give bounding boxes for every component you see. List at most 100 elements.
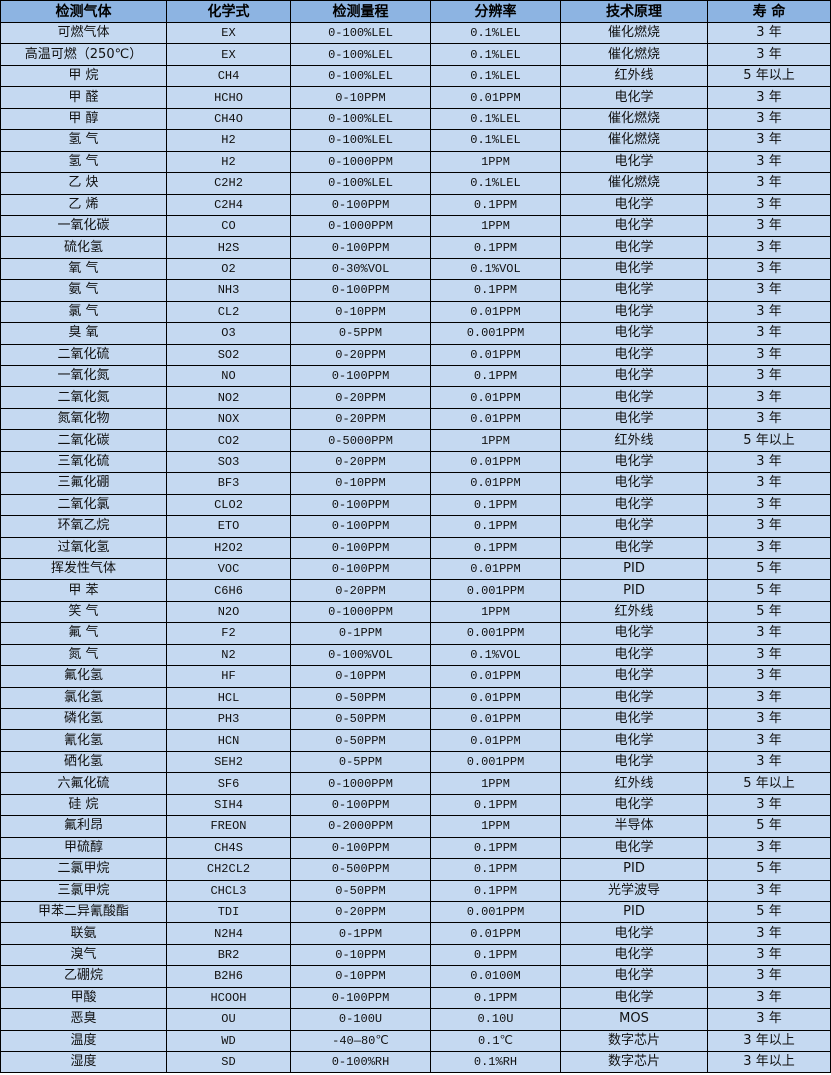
cell-formula: O3 bbox=[166, 322, 291, 345]
cell-lifespan: 3 年 bbox=[707, 622, 831, 645]
table-row: 温度 WD -40—80℃ 0.1℃ 数字芯片 3 年以上 bbox=[0, 1029, 831, 1053]
column-header-lifespan: 寿 命 bbox=[707, 0, 831, 23]
cell-resolution: 0.01PPM bbox=[430, 472, 561, 495]
cell-formula: CLO2 bbox=[166, 493, 291, 517]
cell-range: 0-20PPM bbox=[290, 579, 431, 602]
cell-principle: 电化学 bbox=[560, 750, 708, 774]
cell-range: 0-2000PPM bbox=[290, 815, 431, 838]
cell-resolution: 0.1PPM bbox=[430, 279, 561, 302]
cell-gas-name: 硒化氢 bbox=[0, 750, 167, 774]
cell-formula: SO2 bbox=[166, 343, 291, 367]
cell-principle: 光学波导 bbox=[560, 879, 708, 902]
cell-resolution: 0.1PPM bbox=[430, 986, 561, 1010]
table-row: 氟利昂 FREON 0-2000PPM 1PPM 半导体 5 年 bbox=[0, 815, 831, 838]
cell-range: 0-100%LEL bbox=[290, 43, 431, 66]
cell-range: -40—80℃ bbox=[290, 1029, 431, 1053]
cell-formula: PH3 bbox=[166, 707, 291, 731]
cell-resolution: 1PPM bbox=[430, 429, 561, 452]
cell-range: 0-10PPM bbox=[290, 300, 431, 324]
cell-formula: NOX bbox=[166, 407, 291, 431]
cell-gas-name: 硅 烷 bbox=[0, 793, 167, 817]
cell-gas-name: 甲硫醇 bbox=[0, 836, 167, 860]
cell-lifespan: 3 年以上 bbox=[707, 1029, 831, 1053]
cell-gas-name: 氨 气 bbox=[0, 279, 167, 302]
cell-gas-name: 二氧化硫 bbox=[0, 343, 167, 367]
cell-lifespan: 3 年 bbox=[707, 943, 831, 967]
cell-resolution: 0.01PPM bbox=[430, 450, 561, 474]
cell-resolution: 1PPM bbox=[430, 772, 561, 795]
cell-lifespan: 3 年 bbox=[707, 450, 831, 474]
cell-principle: PID bbox=[560, 557, 708, 581]
cell-principle: 电化学 bbox=[560, 257, 708, 281]
cell-formula: SO3 bbox=[166, 450, 291, 474]
table-row: 乙 炔 C2H2 0-100%LEL 0.1%LEL 催化燃烧 3 年 bbox=[0, 172, 831, 195]
cell-resolution: 0.1PPM bbox=[430, 858, 561, 881]
cell-lifespan: 5 年 bbox=[707, 900, 831, 924]
cell-formula: WD bbox=[166, 1029, 291, 1053]
cell-lifespan: 3 年 bbox=[707, 986, 831, 1010]
cell-resolution: 0.01PPM bbox=[430, 557, 561, 581]
table-row: 氮氧化物 NOX 0-20PPM 0.01PPM 电化学 3 年 bbox=[0, 407, 831, 431]
cell-gas-name: 恶臭 bbox=[0, 1008, 167, 1031]
cell-range: 0-10PPM bbox=[290, 86, 431, 109]
cell-lifespan: 3 年 bbox=[707, 707, 831, 731]
table-row: 二氧化氮 NO2 0-20PPM 0.01PPM 电化学 3 年 bbox=[0, 386, 831, 409]
cell-lifespan: 3 年 bbox=[707, 879, 831, 902]
cell-formula: NO2 bbox=[166, 386, 291, 409]
cell-formula: VOC bbox=[166, 557, 291, 581]
cell-formula: C6H6 bbox=[166, 579, 291, 602]
cell-gas-name: 乙硼烷 bbox=[0, 965, 167, 988]
cell-range: 0-20PPM bbox=[290, 343, 431, 367]
cell-lifespan: 5 年以上 bbox=[707, 64, 831, 88]
table-row: 二氧化硫 SO2 0-20PPM 0.01PPM 电化学 3 年 bbox=[0, 343, 831, 367]
cell-resolution: 0.01PPM bbox=[430, 86, 561, 109]
table-row: 臭 氧 O3 0-5PPM 0.001PPM 电化学 3 年 bbox=[0, 322, 831, 345]
cell-principle: 电化学 bbox=[560, 86, 708, 109]
cell-principle: PID bbox=[560, 858, 708, 881]
cell-range: 0-50PPM bbox=[290, 707, 431, 731]
table-row: 氨 气 NH3 0-100PPM 0.1PPM 电化学 3 年 bbox=[0, 279, 831, 302]
cell-principle: PID bbox=[560, 579, 708, 602]
cell-principle: 电化学 bbox=[560, 343, 708, 367]
table-row: 二氯甲烷 CH2CL2 0-500PPM 0.1PPM PID 5 年 bbox=[0, 858, 831, 881]
cell-range: 0-100%LEL bbox=[290, 172, 431, 195]
cell-formula: HCL bbox=[166, 686, 291, 710]
cell-lifespan: 5 年以上 bbox=[707, 429, 831, 452]
cell-lifespan: 3 年 bbox=[707, 129, 831, 152]
cell-gas-name: 甲 烷 bbox=[0, 64, 167, 88]
table-row: 氧 气 O2 0-30%VOL 0.1%VOL 电化学 3 年 bbox=[0, 257, 831, 281]
cell-range: 0-100PPM bbox=[290, 236, 431, 259]
cell-lifespan: 3 年 bbox=[707, 686, 831, 710]
cell-principle: 红外线 bbox=[560, 64, 708, 88]
cell-gas-name: 氯 气 bbox=[0, 300, 167, 324]
cell-principle: 红外线 bbox=[560, 600, 708, 624]
table-row: 三氧化硫 SO3 0-20PPM 0.01PPM 电化学 3 年 bbox=[0, 450, 831, 474]
cell-principle: 电化学 bbox=[560, 729, 708, 752]
cell-resolution: 0.1PPM bbox=[430, 364, 561, 388]
cell-gas-name: 二氧化氯 bbox=[0, 493, 167, 517]
cell-principle: 电化学 bbox=[560, 322, 708, 345]
cell-formula: CH2CL2 bbox=[166, 858, 291, 881]
cell-lifespan: 3 年 bbox=[707, 493, 831, 517]
cell-gas-name: 三氧化硫 bbox=[0, 450, 167, 474]
cell-range: 0-100%LEL bbox=[290, 129, 431, 152]
cell-lifespan: 3 年 bbox=[707, 300, 831, 324]
cell-principle: 电化学 bbox=[560, 386, 708, 409]
cell-principle: 电化学 bbox=[560, 472, 708, 495]
cell-lifespan: 3 年 bbox=[707, 193, 831, 216]
cell-resolution: 0.1%VOL bbox=[430, 643, 561, 667]
cell-resolution: 1PPM bbox=[430, 150, 561, 174]
cell-range: 0-20PPM bbox=[290, 900, 431, 924]
cell-range: 0-100%LEL bbox=[290, 107, 431, 131]
cell-resolution: 0.1%LEL bbox=[430, 43, 561, 66]
cell-lifespan: 3 年 bbox=[707, 643, 831, 667]
cell-formula: SD bbox=[166, 1050, 291, 1074]
cell-resolution: 0.1PPM bbox=[430, 236, 561, 259]
cell-principle: 电化学 bbox=[560, 236, 708, 259]
cell-resolution: 0.1PPM bbox=[430, 493, 561, 517]
cell-formula: EX bbox=[166, 43, 291, 66]
cell-lifespan: 3 年 bbox=[707, 750, 831, 774]
cell-gas-name: 过氧化氢 bbox=[0, 536, 167, 559]
cell-principle: 电化学 bbox=[560, 922, 708, 945]
cell-lifespan: 3 年 bbox=[707, 107, 831, 131]
